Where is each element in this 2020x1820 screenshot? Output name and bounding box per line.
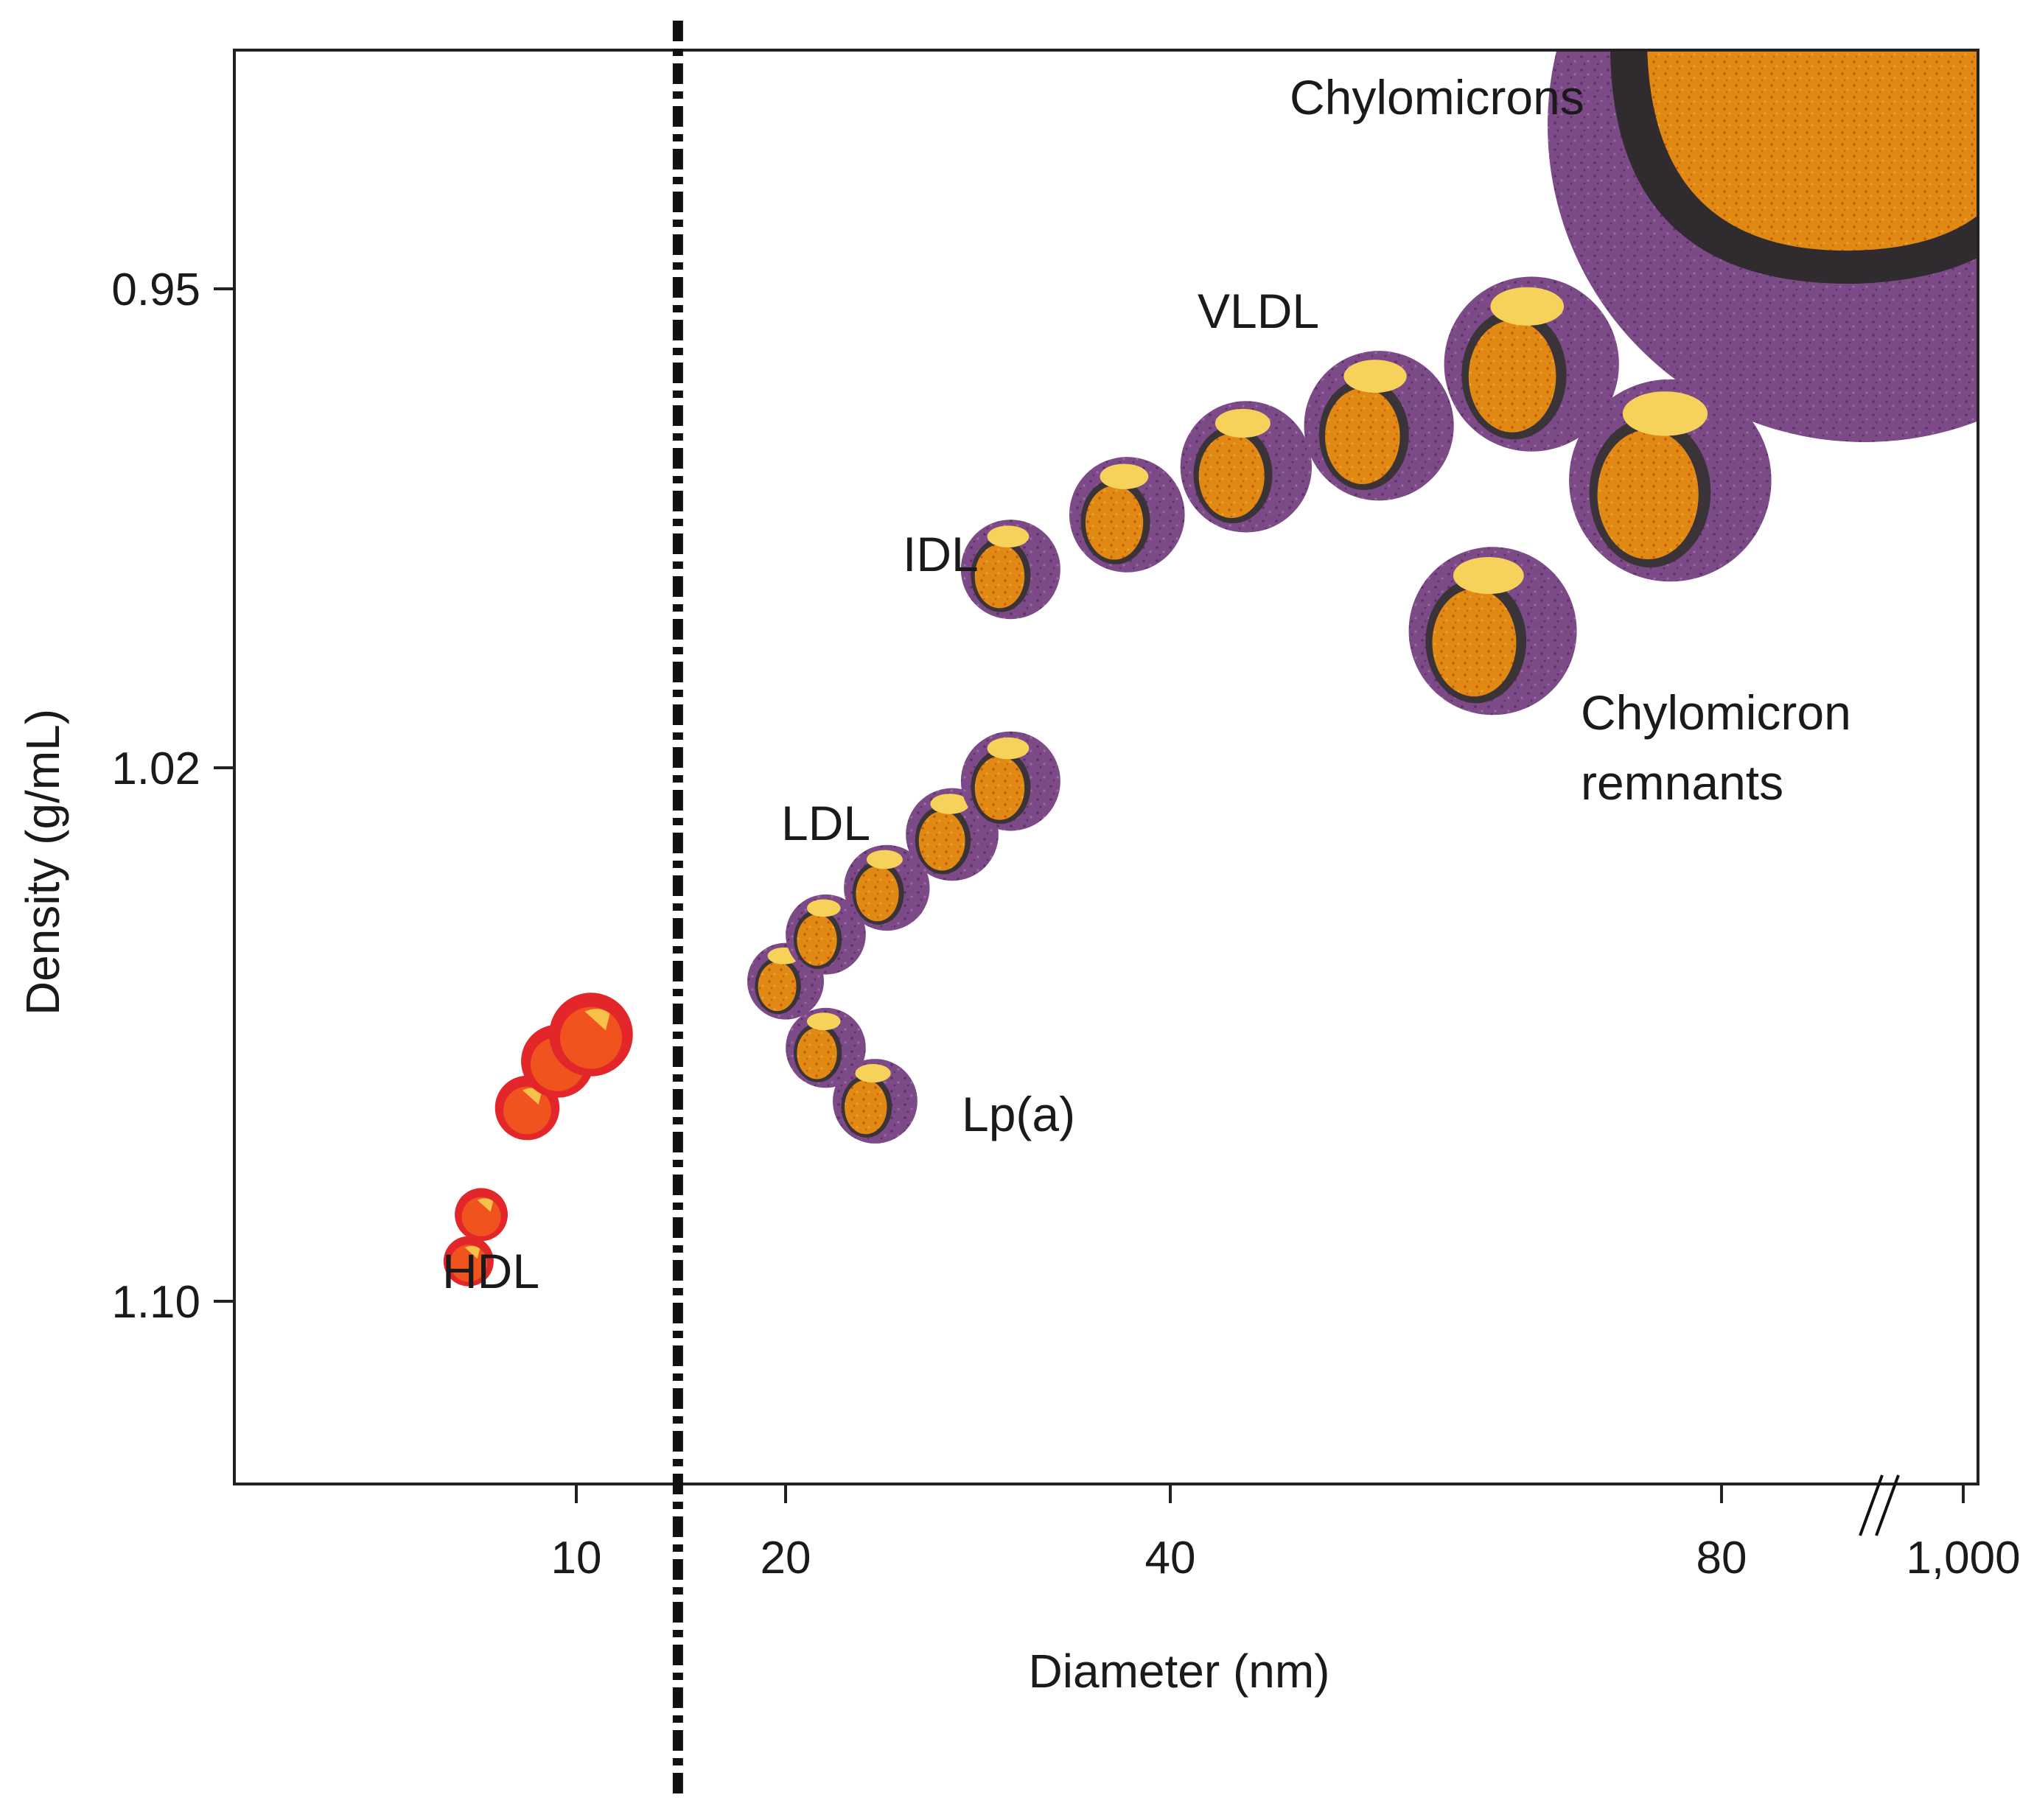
label-ldl: LDL <box>781 796 870 850</box>
x-tick-label: 10 <box>551 1533 602 1583</box>
x-tick-label: 20 <box>761 1533 811 1583</box>
lipoprotein-apoprotein <box>806 899 841 917</box>
particle-vldl <box>1444 276 1619 452</box>
particle-vldl <box>1180 401 1313 533</box>
series-hdl <box>443 993 633 1287</box>
lipoprotein-core <box>974 756 1025 820</box>
lipoprotein-core <box>856 866 899 922</box>
y-tick-label: 0.95 <box>111 265 200 315</box>
particle-hdl <box>455 1188 509 1242</box>
particle-lp-a- <box>786 1007 866 1088</box>
x-tick-label: 40 <box>1145 1533 1196 1583</box>
chylomicron-core <box>1647 50 1978 251</box>
y-tick-label: 1.02 <box>111 743 200 794</box>
hdl-apoprotein <box>477 1198 494 1212</box>
particle-lp-a- <box>833 1059 918 1144</box>
lipoprotein-apoprotein <box>1100 463 1149 489</box>
lipoprotein-apoprotein <box>1343 360 1407 393</box>
lipoprotein-apoprotein <box>806 1012 841 1031</box>
hdl-apoprotein <box>584 1009 610 1031</box>
lipoprotein-core <box>1432 589 1517 697</box>
lipoprotein-core <box>1198 433 1265 519</box>
axis-break-icon <box>1859 1474 1900 1536</box>
particle-ldl <box>786 894 866 975</box>
label-lp-a-: Lp(a) <box>962 1087 1075 1141</box>
particle-chylomicron-remnants <box>1408 547 1577 715</box>
label-vldl: VLDL <box>1198 284 1319 338</box>
group-labels: HDL LDL Lp(a) IDL VLDL Chylomicron remnants Chy… <box>442 70 1851 1298</box>
y-axis-title: Density (g/mL) <box>16 709 69 1015</box>
axes: 10 20 40 80 1,000 0.95 1.02 1.10 Diameter (nm)… <box>16 21 2020 1794</box>
lipoprotein-core <box>1085 486 1144 560</box>
particle-hdl <box>549 993 633 1077</box>
y-tick-label: 1.10 <box>111 1277 200 1328</box>
lipoprotein-apoprotein <box>987 525 1030 548</box>
particle-ldl <box>960 731 1060 831</box>
particle-chylomicrons <box>1548 50 1978 442</box>
particle-chylomicron-remnants <box>1569 379 1772 582</box>
lipoprotein-core <box>845 1079 887 1135</box>
hdl-apoprotein <box>464 1245 480 1259</box>
x-ticks: 10 20 40 80 1,000 <box>551 1484 2020 1583</box>
lipoprotein-apoprotein <box>1622 391 1708 436</box>
series-chylomicrons <box>1548 50 1978 442</box>
series-chylomicron-remnants <box>1408 379 1772 715</box>
particles-layer <box>443 50 1978 1287</box>
label-chylomicrons: Chylomicrons <box>1290 70 1584 125</box>
lipoprotein-apoprotein <box>987 737 1030 760</box>
lipoprotein-apoprotein <box>866 850 903 869</box>
hdl-apoprotein <box>522 1088 542 1105</box>
label-idl: IDL <box>903 527 979 581</box>
lipoprotein-apoprotein <box>1453 556 1524 595</box>
y-ticks: 0.95 1.02 1.10 <box>111 265 234 1328</box>
particle-ldl <box>906 788 999 881</box>
x-axis-title: Diameter (nm) <box>1029 1645 1330 1698</box>
lipoprotein-apoprotein <box>1490 287 1565 326</box>
particle-vldl <box>1304 351 1454 501</box>
lipoprotein-apoprotein <box>1215 408 1271 438</box>
plot-frame <box>233 49 1979 1485</box>
x-tick-label: 1,000 <box>1906 1533 2020 1583</box>
series-idl <box>960 519 1060 620</box>
lipoprotein-core <box>797 1027 837 1079</box>
lipoprotein-core <box>1597 430 1699 560</box>
series-ldl <box>747 731 1060 1020</box>
label-chylomicron-remnants: Chylomicron remnants <box>1581 685 1851 810</box>
particle-idl <box>960 519 1060 620</box>
particle-vldl <box>1069 457 1185 573</box>
lipoprotein-apoprotein <box>855 1063 891 1083</box>
lipoprotein-apoprotein <box>930 794 970 814</box>
particle-ldl <box>844 844 930 931</box>
series-vldl <box>1069 276 1619 573</box>
series-lp-a- <box>786 1007 918 1144</box>
lipoprotein-core <box>797 914 837 966</box>
lipoprotein-core <box>1324 388 1400 484</box>
lipoprotein-core <box>758 962 797 1012</box>
x-tick-label: 80 <box>1696 1533 1747 1583</box>
lipoprotein-core <box>974 544 1025 609</box>
label-hdl: HDL <box>442 1244 539 1298</box>
lipoprotein-core <box>918 811 965 871</box>
lipoprotein-core <box>1468 320 1556 433</box>
particle-hdl <box>443 1236 494 1287</box>
